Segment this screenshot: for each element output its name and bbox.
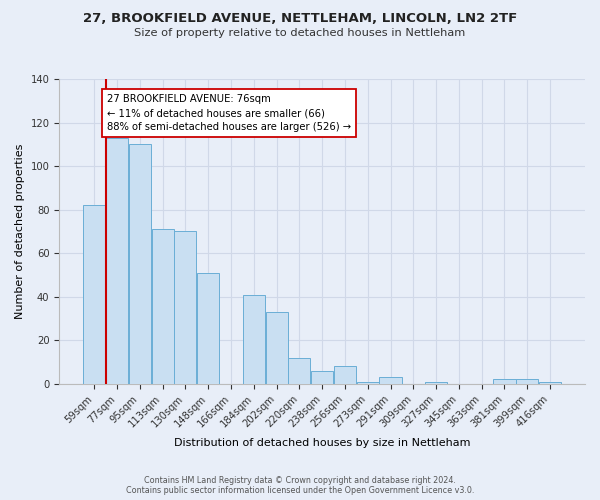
Text: Size of property relative to detached houses in Nettleham: Size of property relative to detached ho…	[134, 28, 466, 38]
Bar	[243, 294, 265, 384]
Text: 27, BROOKFIELD AVENUE, NETTLEHAM, LINCOLN, LN2 2TF: 27, BROOKFIELD AVENUE, NETTLEHAM, LINCOL…	[83, 12, 517, 26]
Bar	[311, 371, 333, 384]
Bar	[129, 144, 151, 384]
Bar	[152, 229, 173, 384]
Bar	[425, 382, 447, 384]
Bar	[334, 366, 356, 384]
Bar	[197, 273, 219, 384]
Text: Contains HM Land Registry data © Crown copyright and database right 2024.: Contains HM Land Registry data © Crown c…	[144, 476, 456, 485]
Bar	[356, 382, 379, 384]
Bar	[106, 138, 128, 384]
X-axis label: Distribution of detached houses by size in Nettleham: Distribution of detached houses by size …	[174, 438, 470, 448]
Bar	[539, 382, 561, 384]
Y-axis label: Number of detached properties: Number of detached properties	[15, 144, 25, 319]
Text: 27 BROOKFIELD AVENUE: 76sqm
← 11% of detached houses are smaller (66)
88% of sem: 27 BROOKFIELD AVENUE: 76sqm ← 11% of det…	[107, 94, 351, 132]
Bar	[379, 378, 401, 384]
Text: Contains public sector information licensed under the Open Government Licence v3: Contains public sector information licen…	[126, 486, 474, 495]
Bar	[516, 380, 538, 384]
Bar	[266, 312, 287, 384]
Bar	[493, 380, 515, 384]
Bar	[288, 358, 310, 384]
Bar	[175, 232, 196, 384]
Bar	[83, 206, 105, 384]
